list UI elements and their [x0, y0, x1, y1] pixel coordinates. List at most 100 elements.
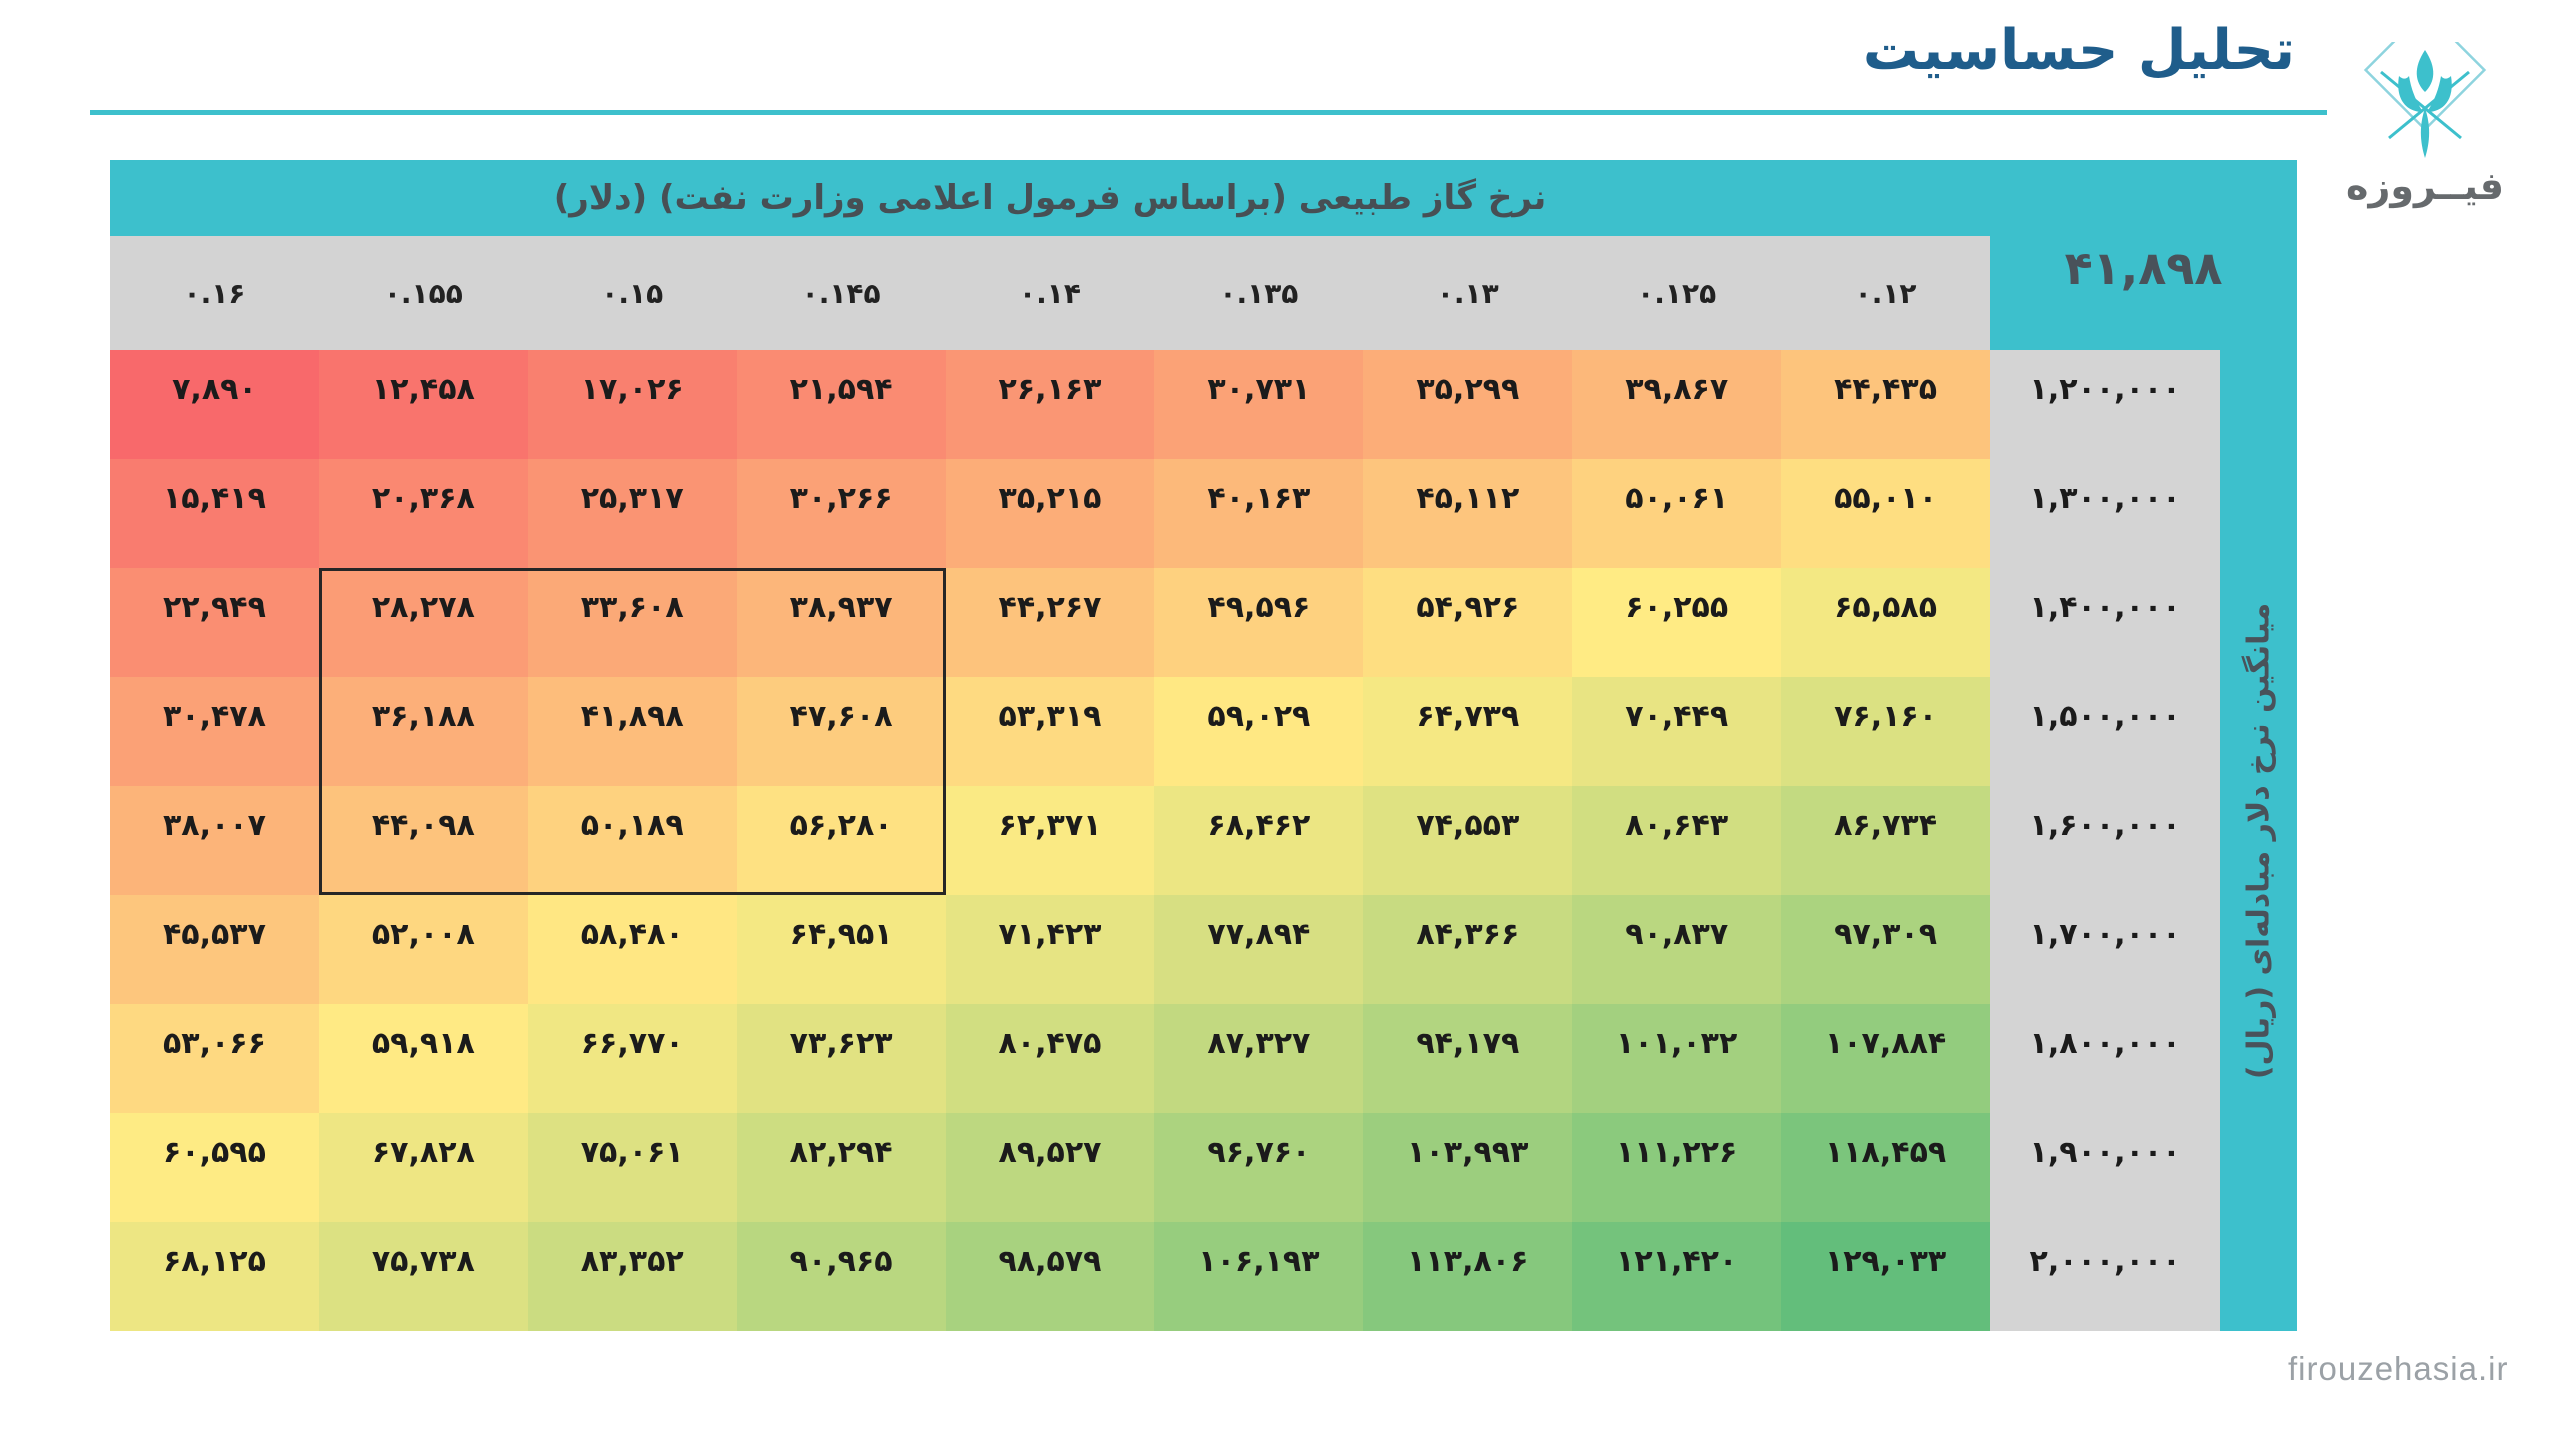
heatmap-cell-r9-c8: ۱۲۱,۴۲۰ [1572, 1222, 1782, 1331]
reference-value: ۴۱,۸۹۸ [1990, 160, 2298, 350]
heatmap-cell-r8-c9: ۱۱۸,۴۵۹ [1781, 1113, 1991, 1222]
heatmap-cell-r9-c7: ۱۱۳,۸۰۶ [1363, 1222, 1573, 1331]
heatmap-cell-r9-c6: ۱۰۶,۱۹۳ [1154, 1222, 1364, 1331]
heatmap-cell-r8-c6: ۹۶,۷۶۰ [1154, 1113, 1364, 1222]
heatmap-cell-r3-c9: ۶۵,۵۸۵ [1781, 568, 1991, 677]
column-header-6: ۰.۱۳۵ [1154, 236, 1364, 350]
heatmap-cell-r5-c4: ۵۶,۲۸۰ [736, 786, 946, 895]
dollar-rate-label: میانگین نرخ دلار مبادله‌ای (ریال) [2241, 602, 2277, 1079]
heatmap-cell-r1-c2: ۱۲,۴۵۸ [318, 350, 528, 459]
row-header-2: ۱,۳۰۰,۰۰۰ [1990, 459, 2221, 568]
heatmap-cell-r7-c8: ۱۰۱,۰۳۲ [1572, 1004, 1782, 1113]
column-header-7: ۰.۱۳ [1363, 236, 1573, 350]
heatmap-cell-r6-c5: ۷۱,۴۲۳ [945, 895, 1155, 1004]
heatmap-cell-r1-c8: ۳۹,۸۶۷ [1572, 350, 1782, 459]
heatmap-cell-r1-c6: ۳۰,۷۳۱ [1154, 350, 1364, 459]
heatmap-cell-r7-c2: ۵۹,۹۱۸ [318, 1004, 528, 1113]
row-header-5: ۱,۶۰۰,۰۰۰ [1990, 786, 2221, 895]
heatmap-cell-r2-c1: ۱۵,۴۱۹ [110, 459, 319, 568]
heatmap-cell-r5-c8: ۸۰,۶۴۳ [1572, 786, 1782, 895]
heatmap-cell-r6-c6: ۷۷,۸۹۴ [1154, 895, 1364, 1004]
heatmap-cell-r4-c7: ۶۴,۷۳۹ [1363, 677, 1573, 786]
heatmap-cell-r4-c3: ۴۱,۸۹۸ [527, 677, 737, 786]
dollar-rate-sidebar: میانگین نرخ دلار مبادله‌ای (ریال) [2220, 350, 2298, 1331]
heatmap-cell-r9-c2: ۷۵,۷۳۸ [318, 1222, 528, 1331]
heatmap-cell-r5-c2: ۴۴,۰۹۸ [318, 786, 528, 895]
heatmap-cell-r6-c8: ۹۰,۸۳۷ [1572, 895, 1782, 1004]
heatmap-cell-r3-c5: ۴۴,۲۶۷ [945, 568, 1155, 677]
heatmap-cell-r1-c1: ۷,۸۹۰ [110, 350, 319, 459]
heatmap-cell-r4-c4: ۴۷,۶۰۸ [736, 677, 946, 786]
heatmap-cell-r3-c1: ۲۲,۹۴۹ [110, 568, 319, 677]
heatmap-cell-r2-c9: ۵۵,۰۱۰ [1781, 459, 1991, 568]
heatmap-cell-r8-c2: ۶۷,۸۲۸ [318, 1113, 528, 1222]
title-underline [90, 110, 2327, 115]
heatmap-cell-r9-c9: ۱۲۹,۰۳۳ [1781, 1222, 1991, 1331]
row-header-1: ۱,۲۰۰,۰۰۰ [1990, 350, 2221, 459]
heatmap-cell-r2-c2: ۲۰,۳۶۸ [318, 459, 528, 568]
heatmap-cell-r5-c1: ۳۸,۰۰۷ [110, 786, 319, 895]
heatmap-cell-r6-c9: ۹۷,۳۰۹ [1781, 895, 1991, 1004]
heatmap-cell-r4-c2: ۳۶,۱۸۸ [318, 677, 528, 786]
heatmap-cell-r8-c1: ۶۰,۵۹۵ [110, 1113, 319, 1222]
heatmap-cell-r6-c3: ۵۸,۴۸۰ [527, 895, 737, 1004]
heatmap-cell-r3-c8: ۶۰,۲۵۵ [1572, 568, 1782, 677]
column-header-1: ۰.۱۶ [110, 236, 319, 350]
column-header-2: ۰.۱۵۵ [318, 236, 528, 350]
heatmap-cell-r5-c5: ۶۲,۳۷۱ [945, 786, 1155, 895]
heatmap-cell-r7-c7: ۹۴,۱۷۹ [1363, 1004, 1573, 1113]
heatmap-cell-r5-c7: ۷۴,۵۵۳ [1363, 786, 1573, 895]
logo-wordmark: فیــروزه [2346, 164, 2504, 208]
heatmap-cell-r8-c8: ۱۱۱,۲۲۶ [1572, 1113, 1782, 1222]
heatmap-cell-r2-c8: ۵۰,۰۶۱ [1572, 459, 1782, 568]
firouzeh-diamond-icon [2357, 8, 2493, 172]
heatmap-cell-r5-c3: ۵۰,۱۸۹ [527, 786, 737, 895]
heatmap-cell-r1-c7: ۳۵,۲۹۹ [1363, 350, 1573, 459]
heatmap-cell-r1-c4: ۲۱,۵۹۴ [736, 350, 946, 459]
column-header-4: ۰.۱۴۵ [736, 236, 946, 350]
heatmap-cell-r7-c3: ۶۶,۷۷۰ [527, 1004, 737, 1113]
heatmap-cell-r1-c5: ۲۶,۱۶۳ [945, 350, 1155, 459]
heatmap-cell-r2-c6: ۴۰,۱۶۳ [1154, 459, 1364, 568]
column-header-8: ۰.۱۲۵ [1572, 236, 1782, 350]
heatmap-cell-r7-c9: ۱۰۷,۸۸۴ [1781, 1004, 1991, 1113]
heatmap-cell-r8-c7: ۱۰۳,۹۹۳ [1363, 1113, 1573, 1222]
column-header-5: ۰.۱۴ [945, 236, 1155, 350]
heatmap-cell-r7-c5: ۸۰,۴۷۵ [945, 1004, 1155, 1113]
heatmap-cell-r6-c1: ۴۵,۵۳۷ [110, 895, 319, 1004]
heatmap-cell-r2-c7: ۴۵,۱۱۲ [1363, 459, 1573, 568]
heatmap-cell-r2-c3: ۲۵,۳۱۷ [527, 459, 737, 568]
column-header-9: ۰.۱۲ [1781, 236, 1991, 350]
row-header-8: ۱,۹۰۰,۰۰۰ [1990, 1113, 2221, 1222]
heatmap-cell-r8-c4: ۸۲,۲۹۴ [736, 1113, 946, 1222]
heatmap-cell-r3-c6: ۴۹,۵۹۶ [1154, 568, 1364, 677]
sensitivity-table: نرخ گاز طبیعی (براساس فرمول اعلامی وزارت… [110, 160, 2298, 1331]
heatmap-cell-r5-c6: ۶۸,۴۶۲ [1154, 786, 1364, 895]
heatmap-cell-r3-c3: ۳۳,۶۰۸ [527, 568, 737, 677]
heatmap-cell-r7-c6: ۸۷,۳۲۷ [1154, 1004, 1364, 1113]
heatmap-cell-r3-c7: ۵۴,۹۲۶ [1363, 568, 1573, 677]
heatmap-cell-r8-c3: ۷۵,۰۶۱ [527, 1113, 737, 1222]
heatmap-cell-r9-c4: ۹۰,۹۶۵ [736, 1222, 946, 1331]
heatmap-cell-r4-c9: ۷۶,۱۶۰ [1781, 677, 1991, 786]
heatmap-cell-r2-c4: ۳۰,۲۶۶ [736, 459, 946, 568]
row-header-7: ۱,۸۰۰,۰۰۰ [1990, 1004, 2221, 1113]
column-header-3: ۰.۱۵ [527, 236, 737, 350]
row-header-6: ۱,۷۰۰,۰۰۰ [1990, 895, 2221, 1004]
row-header-4: ۱,۵۰۰,۰۰۰ [1990, 677, 2221, 786]
heatmap-cell-r9-c3: ۸۳,۳۵۲ [527, 1222, 737, 1331]
heatmap-cell-r3-c4: ۳۸,۹۳۷ [736, 568, 946, 677]
gas-rate-header: نرخ گاز طبیعی (براساس فرمول اعلامی وزارت… [110, 160, 1991, 236]
row-header-9: ۲,۰۰۰,۰۰۰ [1990, 1222, 2221, 1331]
row-header-3: ۱,۴۰۰,۰۰۰ [1990, 568, 2221, 677]
heatmap-cell-r9-c1: ۶۸,۱۲۵ [110, 1222, 319, 1331]
heatmap-cell-r5-c9: ۸۶,۷۳۴ [1781, 786, 1991, 895]
heatmap-cell-r7-c4: ۷۳,۶۲۳ [736, 1004, 946, 1113]
heatmap-cell-r1-c3: ۱۷,۰۲۶ [527, 350, 737, 459]
heatmap-cell-r4-c5: ۵۳,۳۱۹ [945, 677, 1155, 786]
heatmap-cell-r6-c4: ۶۴,۹۵۱ [736, 895, 946, 1004]
heatmap-cell-r6-c7: ۸۴,۳۶۶ [1363, 895, 1573, 1004]
heatmap-cell-r4-c8: ۷۰,۴۴۹ [1572, 677, 1782, 786]
heatmap-cell-r4-c6: ۵۹,۰۲۹ [1154, 677, 1364, 786]
firouzeh-logo: فیــروزه [2346, 8, 2504, 208]
